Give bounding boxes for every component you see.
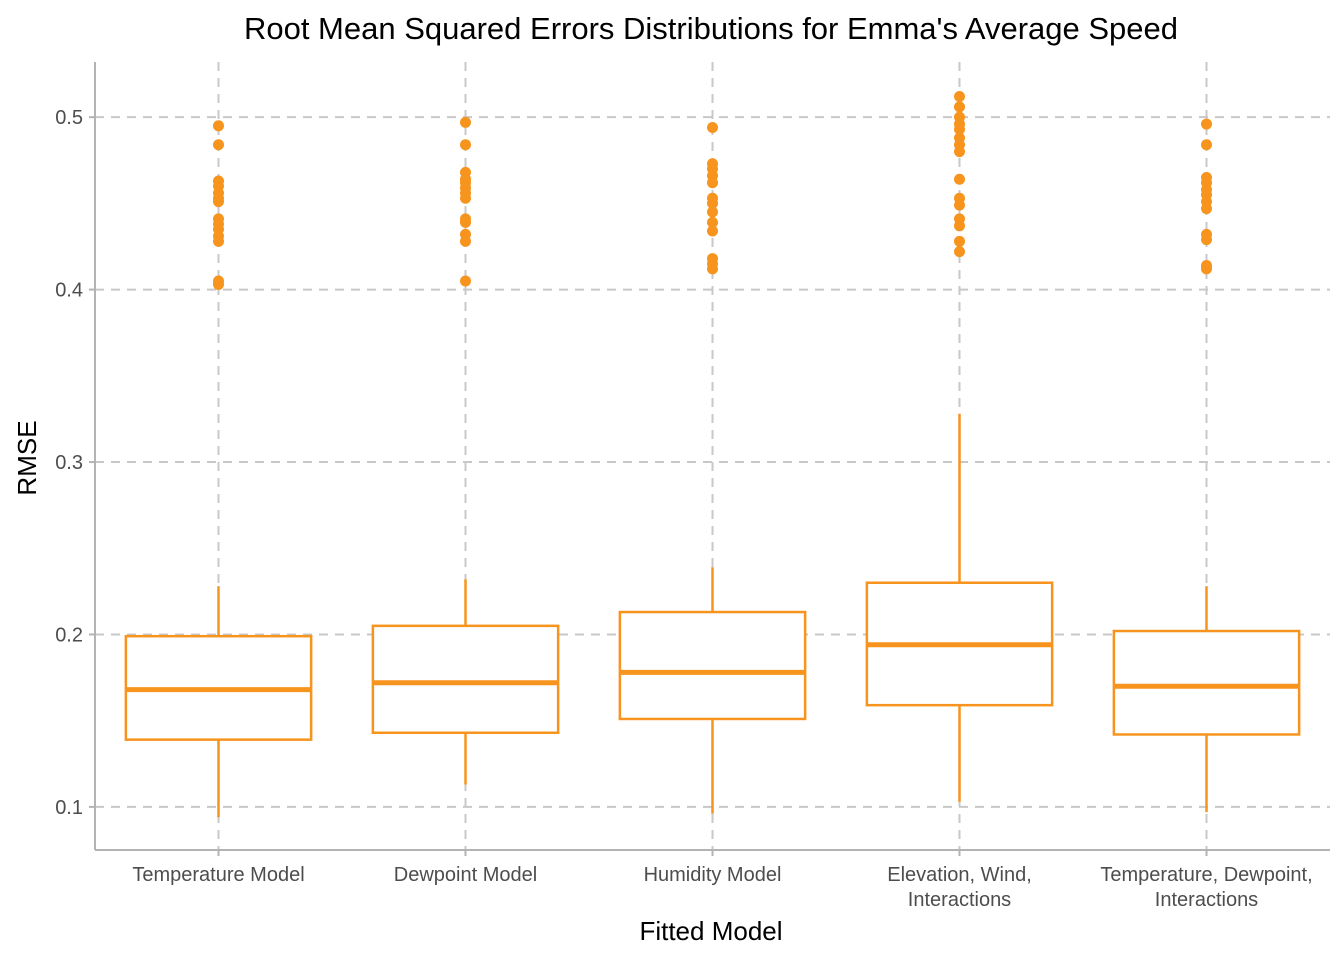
outlier-point	[460, 213, 471, 225]
x-tick-label: Temperature, Dewpoint, Interactions	[1100, 864, 1312, 911]
box-group	[371, 116, 560, 785]
x-tick-label-line: Temperature, Dewpoint,	[1100, 864, 1312, 886]
y-axis-title: RMSE	[12, 420, 42, 495]
outlier-point	[1201, 172, 1212, 184]
iqr-box	[371, 624, 560, 734]
outlier-point	[954, 246, 965, 258]
outlier-point	[954, 192, 965, 204]
outlier-point	[954, 111, 965, 123]
x-tick-label: Elevation, Wind, Interactions	[887, 864, 1032, 911]
outlier-point	[954, 235, 965, 247]
iqr-box	[618, 610, 807, 721]
outlier-point	[460, 139, 471, 151]
outlier-point	[460, 166, 471, 178]
x-tick-label: Temperature Model	[132, 864, 304, 886]
y-tick-label: 0.5	[55, 107, 83, 129]
box-layer	[124, 90, 1301, 818]
outlier-point	[707, 192, 718, 204]
x-tick-label-line: Humidity Model	[644, 864, 782, 886]
x-axis-title: Fitted Model	[639, 916, 782, 946]
iqr-box	[1112, 629, 1301, 736]
x-tick-label: Dewpoint Model	[394, 864, 537, 886]
outlier-point	[707, 225, 718, 237]
outlier-point	[1201, 118, 1212, 130]
x-tick-label: Humidity Model	[644, 864, 782, 886]
outlier-point	[213, 275, 224, 287]
axis-layer: 0.1 0.2 0.3 0.4 0.5 Temperature Model Dewpoint…	[55, 62, 1330, 911]
x-tick-label-line: Interactions	[908, 889, 1011, 911]
x-tick-label-line: Interactions	[1155, 889, 1258, 911]
x-tick-label-line: Temperature Model	[132, 864, 304, 886]
y-tick-label: 0.2	[55, 624, 83, 646]
outlier-point	[1201, 139, 1212, 151]
outlier-point	[954, 90, 965, 102]
y-tick-label: 0.3	[55, 452, 83, 474]
outlier-point	[460, 116, 471, 128]
outlier-point	[954, 173, 965, 185]
box-group	[124, 120, 313, 818]
outlier-point	[213, 139, 224, 151]
outlier-point	[1201, 228, 1212, 240]
outlier-point	[954, 213, 965, 225]
outlier-point	[954, 132, 965, 144]
x-tick-label-line: Elevation, Wind,	[887, 864, 1032, 886]
outlier-point	[213, 120, 224, 132]
outlier-point	[954, 101, 965, 113]
y-tick-label: 0.1	[55, 797, 83, 819]
outlier-point	[707, 216, 718, 228]
outlier-point	[1201, 259, 1212, 271]
y-tick-label: 0.4	[55, 280, 83, 302]
chart-title: Root Mean Squared Errors Distributions f…	[244, 11, 1178, 46]
outlier-point	[213, 175, 224, 187]
outlier-point	[707, 206, 718, 218]
box-group	[618, 122, 807, 814]
outlier-point	[707, 158, 718, 170]
outlier-point	[707, 122, 718, 134]
box-group	[865, 90, 1054, 802]
outlier-point	[460, 228, 471, 240]
outlier-point	[213, 213, 224, 225]
x-tick-label-line: Dewpoint Model	[394, 864, 537, 886]
box-group	[1112, 118, 1301, 813]
outlier-point	[707, 253, 718, 265]
outlier-point	[460, 275, 471, 287]
